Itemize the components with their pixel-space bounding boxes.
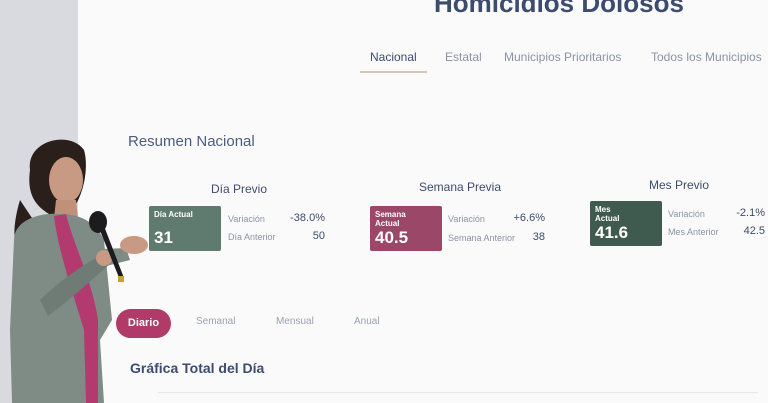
card-heading: Mes Previo	[648, 178, 710, 192]
box-label: Día Actual	[154, 210, 193, 219]
card-heading: Día Previo	[210, 182, 268, 196]
divider	[158, 392, 758, 393]
box-label: Mes Actual	[595, 205, 620, 223]
period-tab[interactable]: Mensual	[276, 316, 314, 327]
chart-title: Gráfica Total del Día	[130, 360, 265, 376]
box-value: 40.5	[375, 228, 409, 247]
presenter	[10, 139, 148, 403]
row-value: 50	[312, 230, 325, 242]
row-label: Semana Anterior	[448, 233, 516, 243]
stat-box: Mes Actual 41.6	[590, 201, 662, 246]
period-tab[interactable]: Semanal	[196, 316, 236, 327]
row-value: -38.0%	[290, 212, 325, 224]
row-value: -2.1%	[736, 207, 765, 219]
screen: Homicidios Dolosos Nacional Estatal Muni…	[78, 0, 768, 403]
box-value: 31	[154, 228, 173, 247]
stat-box: Semana Actual 40.5	[370, 206, 442, 251]
row-label: Día Anterior	[228, 232, 276, 242]
row-label: Mes Anterior	[668, 227, 719, 237]
card-heading: Semana Previa	[418, 180, 502, 194]
page-title: Homicidios Dolosos	[434, 0, 684, 18]
tab[interactable]: Estatal	[445, 50, 482, 64]
box-value: 41.6	[595, 223, 629, 242]
box-label: Semana Actual	[375, 210, 406, 228]
tab[interactable]: Todos los Municipios	[651, 50, 762, 64]
row-label: Variación	[448, 214, 485, 224]
period-tab[interactable]: Anual	[354, 316, 380, 327]
row-value: 38	[532, 231, 545, 243]
row-label: Variación	[228, 214, 265, 224]
section-title: Resumen Nacional	[128, 133, 255, 150]
row-label: Variación	[668, 209, 705, 219]
row-value: 42.5	[743, 225, 765, 237]
tab[interactable]: Nacional	[360, 50, 427, 73]
tab[interactable]: Municipios Prioritarios	[504, 50, 622, 64]
period-tab-active[interactable]: Diario	[116, 309, 171, 338]
stat-box: Día Actual 31	[149, 206, 221, 251]
row-value: +6.6%	[513, 212, 546, 224]
